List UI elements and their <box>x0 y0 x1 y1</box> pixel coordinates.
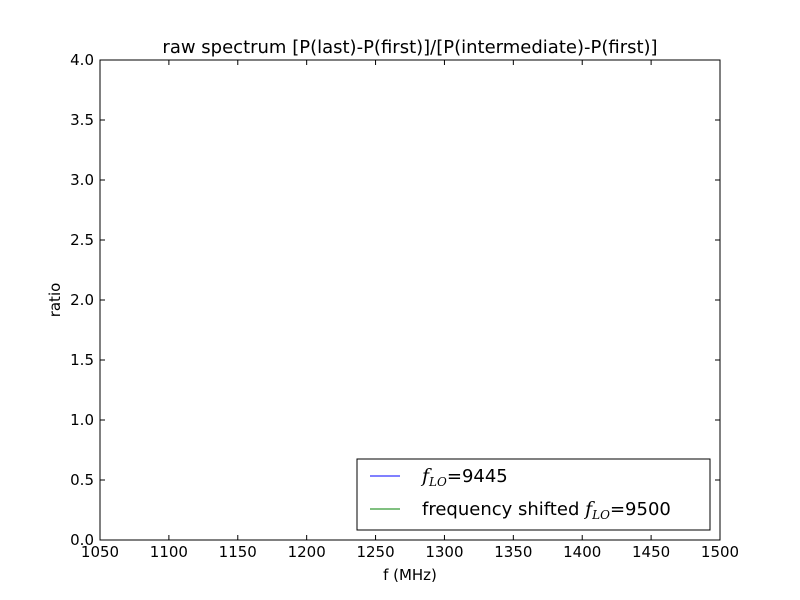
legend: fLO=9445 frequency shifted fLO=9500 <box>356 458 711 531</box>
legend-entry-0: fLO=9445 <box>420 465 508 489</box>
y-tick-label: 2.5 <box>70 231 94 249</box>
y-tick-label: 1.5 <box>70 351 94 369</box>
x-tick-label: 1500 <box>701 543 739 561</box>
y-tick-label: 2.0 <box>70 291 94 309</box>
x-tick-label: 1150 <box>219 543 257 561</box>
x-tick-label: 1300 <box>425 543 463 561</box>
y-tick-label: 3.5 <box>70 111 94 129</box>
x-tick-label: 1200 <box>288 543 326 561</box>
x-axis-label: f (MHz) <box>383 566 437 584</box>
x-tick-label: 1050 <box>81 543 119 561</box>
y-tick-label: 3.0 <box>70 171 94 189</box>
x-tick-label: 1100 <box>150 543 188 561</box>
y-tick-label: 1.0 <box>70 411 94 429</box>
chart-title: raw spectrum [P(last)-P(first)]/[P(inter… <box>162 37 657 58</box>
x-tick-label: 1450 <box>632 543 670 561</box>
y-axis-label: ratio <box>46 283 64 318</box>
y-tick-label: 0.0 <box>70 531 94 549</box>
x-tick-label: 1400 <box>563 543 601 561</box>
y-axis-ticks: 0.0 0.5 1.0 1.5 2.0 2.5 3.0 3.5 4.0 <box>70 51 720 549</box>
y-tick-label: 4.0 <box>70 51 94 69</box>
legend-box <box>356 458 711 531</box>
legend-entry-1: frequency shifted fLO=9500 <box>422 498 671 522</box>
x-tick-label: 1350 <box>494 543 532 561</box>
x-tick-label: 1250 <box>356 543 394 561</box>
y-tick-label: 0.5 <box>70 471 94 489</box>
x-axis-ticks: 1050 1100 1150 1200 1250 1300 1350 1400 1450 1500 <box>81 60 739 561</box>
